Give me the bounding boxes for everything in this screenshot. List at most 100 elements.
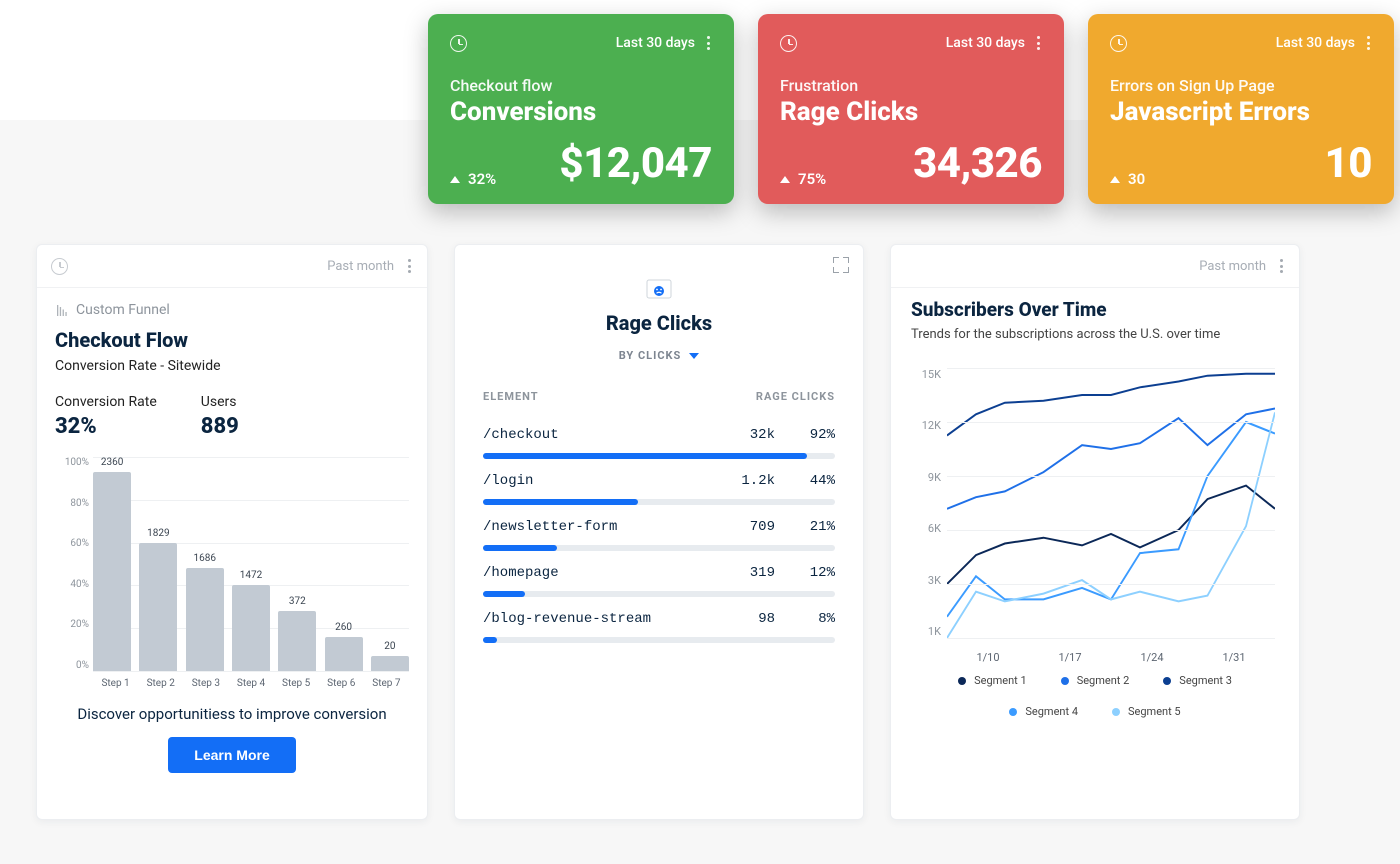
x-tick: Step 2	[138, 678, 183, 689]
line-series	[947, 409, 1275, 509]
legend-item[interactable]: Segment 3	[1163, 674, 1232, 687]
kebab-icon[interactable]	[1278, 255, 1285, 277]
funnel-panel-header: Past month	[37, 245, 427, 288]
kpi-subtitle: Frustration	[780, 76, 1042, 95]
funnel-title: Checkout Flow	[55, 328, 409, 352]
rage-count: 319	[705, 565, 775, 581]
col-element: ELEMENT	[483, 390, 539, 403]
x-tick: Step 4	[228, 678, 273, 689]
y-tick: 40%	[55, 579, 89, 590]
rage-row[interactable]: /login 1.2k 44%	[455, 459, 863, 505]
period-label: Last 30 days	[616, 35, 695, 51]
rage-path: /checkout	[483, 427, 705, 443]
y-tick: 9K	[911, 471, 941, 484]
kpi-card[interactable]: Last 30 days Errors on Sign Up Page Java…	[1088, 14, 1394, 204]
period-label: Past month	[1199, 259, 1266, 274]
rage-table-header: ELEMENT RAGE CLICKS	[455, 362, 863, 413]
period-label: Last 30 days	[1276, 35, 1355, 51]
legend-label: Segment 4	[1025, 705, 1078, 718]
stat-label: Users	[201, 394, 239, 410]
subscribers-panel: Past month Subscribers Over Time Trends …	[890, 244, 1300, 820]
legend-label: Segment 1	[974, 674, 1027, 687]
legend-dot-icon	[958, 677, 966, 685]
subs-title: Subscribers Over Time	[911, 298, 1279, 321]
rage-row[interactable]: /checkout 32k 92%	[455, 413, 863, 459]
bar-value: 1472	[240, 570, 262, 581]
funnel-bar-chart: 100%80%60%40%20%0% 2360 1829 1686 1472 3…	[55, 457, 409, 689]
kpi-card[interactable]: Last 30 days Frustration Rage Clicks 75%…	[758, 14, 1064, 204]
y-tick: 100%	[55, 457, 89, 468]
bar: 1472	[232, 457, 270, 671]
funnel-panel: Past month Custom Funnel Checkout Flow C…	[36, 244, 428, 820]
x-tick: Step 3	[183, 678, 228, 689]
x-tick: 1/10	[976, 651, 999, 664]
clock-icon	[780, 35, 797, 52]
rage-bar	[483, 453, 835, 459]
x-tick: Step 1	[93, 678, 138, 689]
stat-value: 889	[201, 414, 239, 439]
x-tick: Step 6	[319, 678, 364, 689]
rage-row[interactable]: /blog-revenue-stream 98 8%	[455, 597, 863, 643]
kebab-icon[interactable]	[1035, 32, 1042, 54]
kpi-delta: 32%	[450, 170, 496, 188]
stat-label: Conversion Rate	[55, 394, 157, 410]
legend-item[interactable]: Segment 1	[958, 674, 1027, 687]
rage-pct: 92%	[775, 427, 835, 443]
rage-row[interactable]: /homepage 319 12%	[455, 551, 863, 597]
y-tick: 20%	[55, 619, 89, 630]
kpi-card[interactable]: Last 30 days Checkout flow Conversions 3…	[428, 14, 734, 204]
rage-count: 98	[705, 611, 775, 627]
rage-bar	[483, 637, 835, 643]
rage-pct: 21%	[775, 519, 835, 535]
col-rage: RAGE CLICKS	[756, 390, 835, 403]
legend-dot-icon	[1009, 708, 1017, 716]
bar-value: 2360	[101, 457, 123, 468]
learn-more-button[interactable]: Learn More	[168, 737, 295, 773]
x-tick: 1/31	[1222, 651, 1245, 664]
y-tick: 15K	[911, 368, 941, 381]
funnel-cta-text: Discover opportunitiess to improve conve…	[55, 705, 409, 723]
expand-icon[interactable]	[833, 257, 849, 273]
legend-label: Segment 2	[1077, 674, 1130, 687]
rage-bar	[483, 499, 835, 505]
chevron-down-icon	[689, 353, 699, 359]
trend-up-icon	[780, 176, 790, 183]
bar: 2360	[93, 457, 131, 671]
x-tick: 1/17	[1058, 651, 1081, 664]
kpi-title: Rage Clicks	[780, 97, 1042, 127]
kpi-subtitle: Checkout flow	[450, 76, 712, 95]
kebab-icon[interactable]	[406, 255, 413, 277]
line-series	[947, 412, 1275, 638]
x-tick: Step 7	[364, 678, 409, 689]
trend-up-icon	[1110, 176, 1120, 183]
kebab-icon[interactable]	[705, 32, 712, 54]
bar-value: 1829	[147, 528, 169, 539]
subs-subtitle: Trends for the subscriptions across the …	[911, 327, 1279, 342]
kpi-value: $12,047	[559, 139, 712, 188]
rage-path: /blog-revenue-stream	[483, 611, 705, 627]
legend-item[interactable]: Segment 2	[1061, 674, 1130, 687]
rage-pct: 8%	[775, 611, 835, 627]
kebab-icon[interactable]	[1365, 32, 1372, 54]
y-tick: 12K	[911, 419, 941, 432]
x-tick: 1/24	[1140, 651, 1163, 664]
chart-legend: Segment 1 Segment 2 Segment 3 Segment 4 Segm…	[911, 674, 1279, 718]
funnel-subtitle: Conversion Rate - Sitewide	[55, 358, 409, 374]
legend-item[interactable]: Segment 4	[1009, 705, 1078, 718]
breadcrumb-label: Custom Funnel	[76, 302, 170, 318]
stat-value: 32%	[55, 414, 157, 439]
kpi-delta: 30	[1110, 170, 1145, 188]
clock-icon	[450, 35, 467, 52]
breadcrumb: Custom Funnel	[55, 302, 409, 318]
sort-dropdown[interactable]: BY CLICKS	[455, 349, 863, 362]
legend-dot-icon	[1163, 677, 1171, 685]
subs-panel-header: Past month	[891, 245, 1299, 288]
rage-row[interactable]: /newsletter-form 709 21%	[455, 505, 863, 551]
legend-item[interactable]: Segment 5	[1112, 705, 1181, 718]
clock-icon	[51, 258, 68, 275]
bar: 20	[371, 457, 409, 671]
sort-label: BY CLICKS	[619, 349, 682, 362]
kpi-value: 34,326	[913, 139, 1042, 188]
y-tick: 60%	[55, 538, 89, 549]
rage-pct: 44%	[775, 473, 835, 489]
